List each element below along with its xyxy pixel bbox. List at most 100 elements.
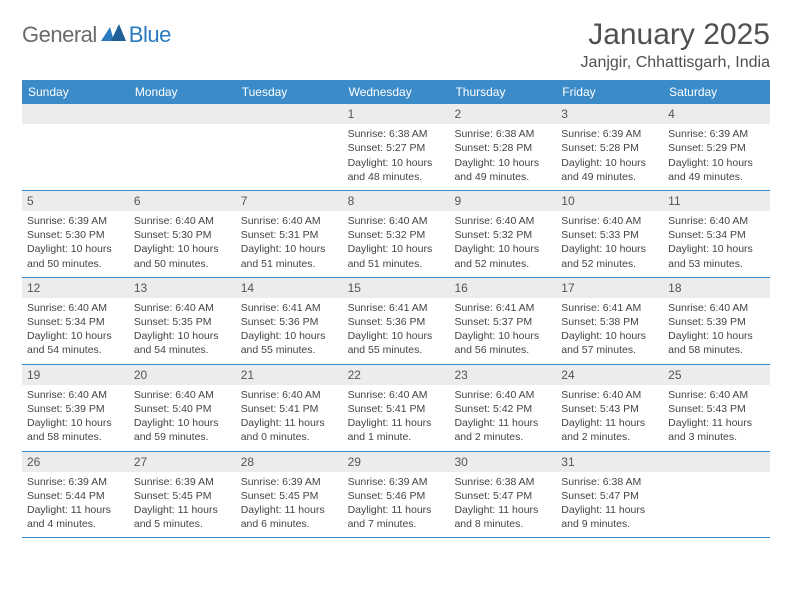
day-number: 20 [129, 365, 236, 385]
sunrise-line: Sunrise: 6:39 AM [241, 475, 338, 489]
day-body: Sunrise: 6:40 AMSunset: 5:39 PMDaylight:… [22, 385, 129, 451]
sunrise-line: Sunrise: 6:40 AM [668, 301, 765, 315]
sunrise-line: Sunrise: 6:40 AM [348, 388, 445, 402]
weekday-thursday: Thursday [449, 80, 556, 104]
day-number: 1 [343, 104, 450, 124]
day-number: 24 [556, 365, 663, 385]
day-cell: 12Sunrise: 6:40 AMSunset: 5:34 PMDayligh… [22, 278, 129, 364]
daylight-line: Daylight: 11 hours and 1 minute. [348, 416, 445, 444]
flag-icon [101, 24, 127, 47]
sunrise-line: Sunrise: 6:40 AM [561, 214, 658, 228]
sunrise-line: Sunrise: 6:41 AM [241, 301, 338, 315]
sunrise-line: Sunrise: 6:38 AM [561, 475, 658, 489]
day-body: Sunrise: 6:41 AMSunset: 5:37 PMDaylight:… [449, 298, 556, 364]
daylight-line: Daylight: 10 hours and 51 minutes. [241, 242, 338, 270]
day-number [129, 104, 236, 124]
sunrise-line: Sunrise: 6:40 AM [668, 214, 765, 228]
month-title: January 2025 [581, 18, 770, 52]
day-cell: 24Sunrise: 6:40 AMSunset: 5:43 PMDayligh… [556, 365, 663, 451]
daylight-line: Daylight: 10 hours and 57 minutes. [561, 329, 658, 357]
sunrise-line: Sunrise: 6:38 AM [454, 475, 551, 489]
daylight-line: Daylight: 10 hours and 52 minutes. [561, 242, 658, 270]
sunset-line: Sunset: 5:44 PM [27, 489, 124, 503]
header: General Blue January 2025 Janjgir, Chhat… [22, 18, 770, 72]
weekday-row: SundayMondayTuesdayWednesdayThursdayFrid… [22, 80, 770, 104]
day-body: Sunrise: 6:40 AMSunset: 5:32 PMDaylight:… [449, 211, 556, 277]
day-body: Sunrise: 6:40 AMSunset: 5:43 PMDaylight:… [556, 385, 663, 451]
day-number: 25 [663, 365, 770, 385]
sunset-line: Sunset: 5:27 PM [348, 141, 445, 155]
sunrise-line: Sunrise: 6:40 AM [27, 388, 124, 402]
day-cell: 4Sunrise: 6:39 AMSunset: 5:29 PMDaylight… [663, 104, 770, 190]
sunrise-line: Sunrise: 6:40 AM [348, 214, 445, 228]
day-cell: 2Sunrise: 6:38 AMSunset: 5:28 PMDaylight… [449, 104, 556, 190]
sunrise-line: Sunrise: 6:39 AM [561, 127, 658, 141]
day-cell-empty [236, 104, 343, 190]
sunrise-line: Sunrise: 6:41 AM [454, 301, 551, 315]
sunset-line: Sunset: 5:46 PM [348, 489, 445, 503]
sunset-line: Sunset: 5:32 PM [454, 228, 551, 242]
day-body: Sunrise: 6:40 AMSunset: 5:39 PMDaylight:… [663, 298, 770, 364]
sunrise-line: Sunrise: 6:40 AM [241, 388, 338, 402]
day-cell: 29Sunrise: 6:39 AMSunset: 5:46 PMDayligh… [343, 452, 450, 538]
daylight-line: Daylight: 10 hours and 49 minutes. [668, 156, 765, 184]
day-cell: 15Sunrise: 6:41 AMSunset: 5:36 PMDayligh… [343, 278, 450, 364]
sunrise-line: Sunrise: 6:38 AM [454, 127, 551, 141]
day-number: 17 [556, 278, 663, 298]
sunset-line: Sunset: 5:28 PM [561, 141, 658, 155]
day-number: 14 [236, 278, 343, 298]
day-body: Sunrise: 6:40 AMSunset: 5:35 PMDaylight:… [129, 298, 236, 364]
week-row: 26Sunrise: 6:39 AMSunset: 5:44 PMDayligh… [22, 452, 770, 539]
day-body: Sunrise: 6:40 AMSunset: 5:40 PMDaylight:… [129, 385, 236, 451]
sunset-line: Sunset: 5:35 PM [134, 315, 231, 329]
day-cell: 28Sunrise: 6:39 AMSunset: 5:45 PMDayligh… [236, 452, 343, 538]
daylight-line: Daylight: 10 hours and 48 minutes. [348, 156, 445, 184]
weekday-monday: Monday [129, 80, 236, 104]
sunrise-line: Sunrise: 6:40 AM [134, 214, 231, 228]
day-body: Sunrise: 6:38 AMSunset: 5:27 PMDaylight:… [343, 124, 450, 190]
daylight-line: Daylight: 10 hours and 53 minutes. [668, 242, 765, 270]
daylight-line: Daylight: 10 hours and 54 minutes. [134, 329, 231, 357]
day-number: 30 [449, 452, 556, 472]
sunset-line: Sunset: 5:30 PM [134, 228, 231, 242]
sunset-line: Sunset: 5:47 PM [561, 489, 658, 503]
sunset-line: Sunset: 5:47 PM [454, 489, 551, 503]
day-cell: 17Sunrise: 6:41 AMSunset: 5:38 PMDayligh… [556, 278, 663, 364]
day-number: 22 [343, 365, 450, 385]
day-body: Sunrise: 6:41 AMSunset: 5:38 PMDaylight:… [556, 298, 663, 364]
sunrise-line: Sunrise: 6:40 AM [241, 214, 338, 228]
sunset-line: Sunset: 5:45 PM [241, 489, 338, 503]
weekday-sunday: Sunday [22, 80, 129, 104]
day-cell: 16Sunrise: 6:41 AMSunset: 5:37 PMDayligh… [449, 278, 556, 364]
daylight-line: Daylight: 10 hours and 58 minutes. [668, 329, 765, 357]
day-cell: 26Sunrise: 6:39 AMSunset: 5:44 PMDayligh… [22, 452, 129, 538]
sunset-line: Sunset: 5:43 PM [668, 402, 765, 416]
day-number: 31 [556, 452, 663, 472]
daylight-line: Daylight: 10 hours and 49 minutes. [454, 156, 551, 184]
daylight-line: Daylight: 11 hours and 3 minutes. [668, 416, 765, 444]
sunrise-line: Sunrise: 6:41 AM [561, 301, 658, 315]
sunrise-line: Sunrise: 6:40 AM [134, 388, 231, 402]
day-number: 2 [449, 104, 556, 124]
sunset-line: Sunset: 5:42 PM [454, 402, 551, 416]
day-body: Sunrise: 6:38 AMSunset: 5:28 PMDaylight:… [449, 124, 556, 190]
day-cell: 10Sunrise: 6:40 AMSunset: 5:33 PMDayligh… [556, 191, 663, 277]
daylight-line: Daylight: 11 hours and 0 minutes. [241, 416, 338, 444]
day-cell: 22Sunrise: 6:40 AMSunset: 5:41 PMDayligh… [343, 365, 450, 451]
day-body: Sunrise: 6:40 AMSunset: 5:41 PMDaylight:… [343, 385, 450, 451]
day-number: 13 [129, 278, 236, 298]
day-cell: 25Sunrise: 6:40 AMSunset: 5:43 PMDayligh… [663, 365, 770, 451]
weekday-wednesday: Wednesday [343, 80, 450, 104]
day-number: 8 [343, 191, 450, 211]
day-number: 3 [556, 104, 663, 124]
location: Janjgir, Chhattisgarh, India [581, 54, 770, 72]
sunset-line: Sunset: 5:36 PM [241, 315, 338, 329]
day-body: Sunrise: 6:39 AMSunset: 5:29 PMDaylight:… [663, 124, 770, 190]
sunset-line: Sunset: 5:39 PM [668, 315, 765, 329]
sunrise-line: Sunrise: 6:40 AM [454, 388, 551, 402]
day-number: 15 [343, 278, 450, 298]
day-body: Sunrise: 6:40 AMSunset: 5:31 PMDaylight:… [236, 211, 343, 277]
sunrise-line: Sunrise: 6:41 AM [348, 301, 445, 315]
day-body: Sunrise: 6:40 AMSunset: 5:42 PMDaylight:… [449, 385, 556, 451]
day-cell: 19Sunrise: 6:40 AMSunset: 5:39 PMDayligh… [22, 365, 129, 451]
